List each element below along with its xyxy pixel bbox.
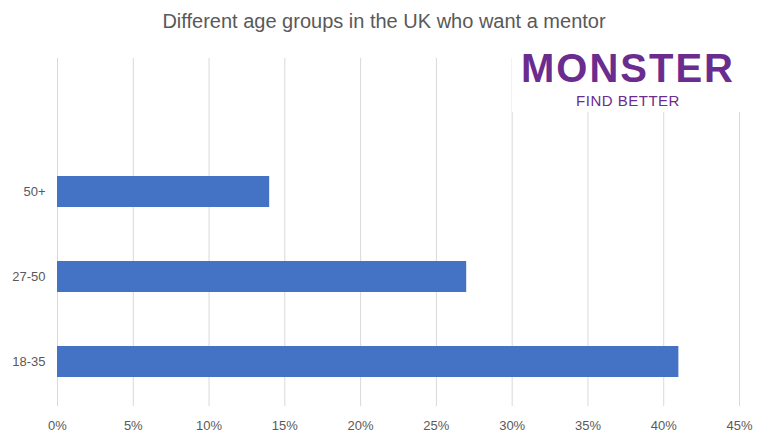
svg-text:0%: 0% — [48, 418, 67, 433]
svg-text:27-50: 27-50 — [12, 269, 45, 284]
svg-text:10%: 10% — [196, 418, 222, 433]
svg-text:5%: 5% — [124, 418, 143, 433]
svg-text:20%: 20% — [348, 418, 374, 433]
html-text:MONSTER: MONSTER — [521, 46, 735, 90]
svg-text:25%: 25% — [423, 418, 449, 433]
svg-text:30%: 30% — [499, 418, 525, 433]
html-text:FIND BETTER: FIND BETTER — [576, 92, 680, 109]
svg-text:35%: 35% — [575, 418, 601, 433]
svg-text:40%: 40% — [651, 418, 677, 433]
svg-text:15%: 15% — [272, 418, 298, 433]
html-text:Different age groups in the UK: Different age groups in the UK who want … — [162, 10, 606, 32]
svg-text:18-35: 18-35 — [12, 354, 45, 369]
svg-text:50+: 50+ — [23, 184, 45, 199]
svg-text:45%: 45% — [726, 418, 752, 433]
